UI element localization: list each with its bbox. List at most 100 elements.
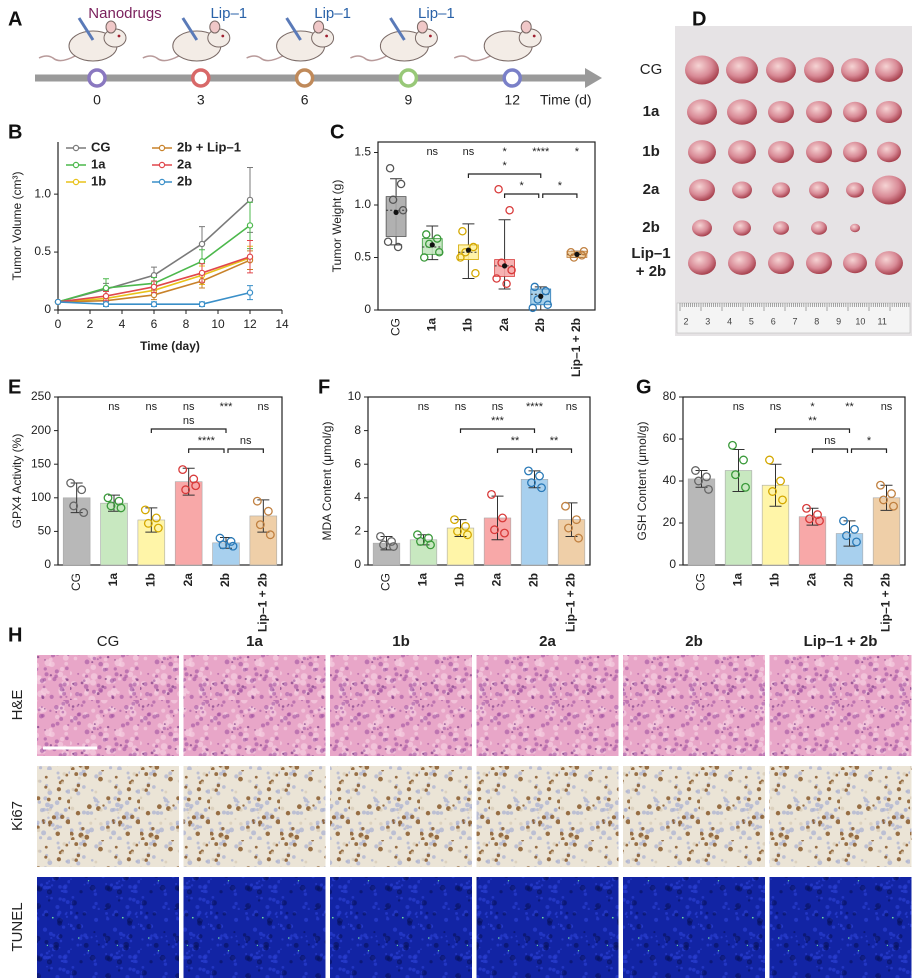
x-tick-label: 2a — [497, 318, 511, 332]
data-point — [416, 537, 425, 546]
axis-frame — [682, 396, 906, 566]
significance-label: **** — [526, 401, 544, 413]
mouse-eye — [325, 34, 328, 38]
panel-letter: A — [8, 8, 22, 30]
y-axis-label: GPX4 Activity (%) — [10, 434, 24, 529]
significance-bracket — [188, 448, 225, 453]
data-point — [387, 537, 396, 546]
y-tick-label: 100 — [31, 490, 51, 504]
data-point — [702, 472, 711, 482]
data-point — [541, 286, 551, 296]
mouse-tail — [246, 55, 283, 62]
timeline-point — [87, 68, 107, 88]
box-whisker — [498, 219, 511, 290]
data-point — [815, 516, 824, 526]
tumor — [728, 251, 756, 275]
histology-image — [769, 877, 912, 978]
row-label: TUNEL — [9, 902, 26, 951]
data-point — [376, 531, 385, 541]
data-point — [487, 489, 496, 499]
significance-label: ns — [463, 146, 475, 158]
tumor — [692, 219, 712, 237]
significance-label: ns — [183, 401, 195, 413]
data-point — [102, 301, 110, 308]
axis-frame — [367, 396, 591, 566]
data-point — [150, 301, 158, 308]
tumor — [850, 223, 860, 233]
histology-image — [37, 655, 179, 756]
day-label: 0 — [93, 92, 101, 108]
x-tick-label: Lip–1 + 2b — [569, 318, 583, 377]
data-point — [731, 470, 740, 480]
mouse-tail — [453, 55, 491, 62]
histology-image — [37, 766, 179, 867]
tumor — [811, 221, 827, 235]
mouse-eye — [532, 34, 536, 38]
data-point — [198, 240, 206, 248]
ruler-label: 3 — [705, 316, 710, 326]
data-point — [741, 482, 750, 492]
tumor — [766, 57, 796, 83]
mouse-ear — [520, 20, 532, 34]
y-tick-label: 10 — [348, 389, 362, 403]
histology-image — [183, 877, 326, 978]
ruler-label: 10 — [855, 316, 865, 326]
panel-letter: G — [636, 376, 652, 398]
x-tick-label: CG — [379, 573, 393, 591]
significance-label: * — [520, 180, 525, 192]
syringe — [285, 17, 302, 41]
mouse-ear — [209, 20, 221, 34]
panel-letter: E — [8, 376, 21, 398]
data-point — [79, 508, 89, 518]
tumor — [843, 252, 867, 274]
data-point — [453, 526, 462, 536]
bar — [520, 479, 549, 566]
x-tick-label: 1a — [106, 573, 120, 587]
significance-label: ns — [183, 415, 195, 427]
histology-image — [330, 877, 472, 978]
histology-image — [623, 766, 765, 867]
data-point — [530, 282, 540, 292]
legend-label: 1a — [91, 156, 106, 171]
ruler-label: 6 — [771, 316, 776, 326]
histology-image — [769, 766, 912, 867]
data-point — [776, 476, 785, 486]
data-point — [396, 179, 406, 189]
data-point — [191, 481, 201, 491]
mouse-eye — [429, 34, 432, 38]
syringe — [77, 17, 95, 41]
tumor — [727, 99, 757, 125]
y-tick-label: 0 — [354, 557, 361, 571]
data-point — [879, 495, 888, 505]
timeline-point — [398, 68, 419, 88]
data-point — [106, 501, 116, 511]
data-point — [691, 466, 700, 475]
x-tick-label: 1b — [144, 573, 158, 587]
y-tick-label: 0 — [44, 302, 51, 316]
axis-frame — [57, 396, 283, 566]
significance-label: * — [502, 146, 507, 158]
data-point — [140, 505, 150, 515]
histology-image — [769, 655, 912, 756]
data-point — [537, 483, 546, 493]
data-point — [813, 510, 822, 520]
data-point — [574, 533, 583, 543]
significance-bracket — [150, 428, 227, 433]
y-tick-label: 6 — [354, 456, 361, 470]
tumor — [688, 140, 716, 164]
mouse-ear — [313, 20, 325, 34]
data-point — [505, 205, 514, 215]
significance-label: ns — [824, 435, 836, 447]
significance-label: ** — [511, 435, 520, 447]
data-point — [768, 487, 777, 496]
day-label: 6 — [301, 92, 309, 108]
significance-bracket — [811, 448, 849, 453]
significance-label: ns — [108, 401, 120, 413]
tumor — [846, 182, 864, 198]
box-mean — [538, 293, 544, 299]
x-tick-label: CG — [388, 318, 402, 336]
bar — [100, 502, 128, 566]
data-point — [178, 465, 188, 475]
data-point — [887, 489, 896, 499]
